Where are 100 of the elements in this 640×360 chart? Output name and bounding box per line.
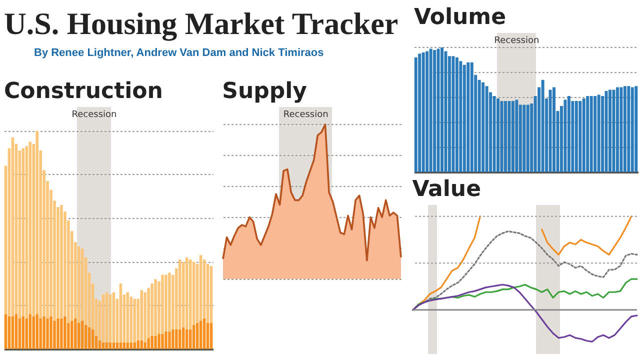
bar — [564, 100, 567, 172]
bar — [590, 96, 593, 172]
bar — [470, 62, 474, 172]
bar — [168, 332, 171, 349]
bar — [616, 87, 619, 172]
bar — [140, 290, 143, 340]
bar — [436, 48, 440, 172]
bar — [161, 274, 164, 334]
bar — [74, 318, 77, 349]
bar — [28, 142, 32, 314]
bar — [188, 260, 192, 330]
bar — [210, 266, 213, 323]
bar — [414, 57, 418, 172]
bar — [158, 334, 160, 349]
bar — [136, 340, 140, 349]
chart-title: Supply — [222, 79, 307, 104]
bar — [630, 87, 634, 172]
bar — [455, 57, 458, 172]
bar — [604, 91, 608, 172]
bar — [150, 336, 154, 349]
bar — [60, 318, 63, 349]
bar — [50, 316, 52, 349]
bar — [164, 332, 168, 349]
bar — [526, 104, 530, 172]
bar — [612, 90, 616, 172]
bar — [574, 101, 578, 172]
bar — [133, 342, 136, 349]
bar — [140, 340, 143, 349]
bar — [182, 327, 185, 349]
bar — [18, 318, 22, 349]
bar — [500, 101, 504, 172]
bar — [130, 296, 133, 342]
bar — [78, 322, 80, 349]
bar — [102, 294, 105, 342]
bar — [199, 320, 202, 349]
bar — [42, 316, 46, 349]
bar — [482, 82, 485, 172]
bar — [548, 90, 552, 172]
bar — [515, 100, 518, 172]
bar — [485, 86, 488, 172]
bar — [444, 51, 448, 172]
text: Recession — [72, 110, 117, 120]
bar — [578, 101, 582, 172]
bar — [64, 316, 66, 349]
bar — [504, 101, 507, 172]
bar — [182, 262, 185, 328]
bar — [462, 64, 466, 172]
bar — [147, 288, 150, 338]
bar — [508, 101, 511, 172]
bar — [130, 342, 133, 349]
bar — [154, 336, 157, 349]
bar — [634, 86, 638, 172]
bar — [567, 96, 570, 172]
bar — [144, 292, 146, 342]
bar — [594, 96, 597, 172]
bar — [39, 318, 42, 349]
text: Recession — [283, 110, 328, 120]
bar — [426, 51, 429, 172]
bar — [36, 130, 38, 314]
bar — [185, 257, 188, 330]
bar — [25, 318, 28, 349]
text: By Renee Lightner, Andrew Van Dam and Nick Timiraos — [34, 46, 325, 60]
bar — [154, 279, 157, 336]
bar — [164, 274, 168, 332]
bar — [172, 329, 174, 349]
bar — [53, 320, 56, 349]
text: U.S. Housing Market Tracker — [4, 6, 400, 42]
bar — [133, 298, 136, 342]
bar — [178, 260, 182, 330]
bar — [32, 316, 35, 349]
bar — [511, 101, 514, 172]
bar — [185, 329, 188, 349]
bar — [418, 54, 422, 172]
bar — [36, 314, 38, 349]
bar — [627, 86, 630, 172]
bar — [541, 80, 544, 172]
bar — [144, 342, 146, 349]
bar — [192, 325, 196, 349]
bar — [199, 255, 202, 321]
text: Recession — [494, 36, 540, 46]
chart-title: Construction — [4, 79, 163, 104]
bar — [202, 318, 206, 349]
bar — [168, 272, 171, 332]
bar — [466, 62, 470, 172]
bar — [80, 320, 84, 349]
bar — [46, 318, 49, 349]
bar — [14, 314, 18, 349]
bar — [161, 334, 164, 349]
bar — [452, 56, 455, 172]
bar — [88, 327, 91, 349]
bar — [175, 329, 178, 349]
bar — [459, 61, 462, 172]
bar — [188, 329, 192, 349]
bar — [623, 86, 626, 172]
bar — [440, 47, 444, 172]
chart-title: Value — [412, 177, 481, 202]
bar — [178, 329, 182, 349]
bar — [28, 314, 32, 349]
bar — [60, 205, 63, 318]
chart-title: Volume — [414, 5, 506, 30]
